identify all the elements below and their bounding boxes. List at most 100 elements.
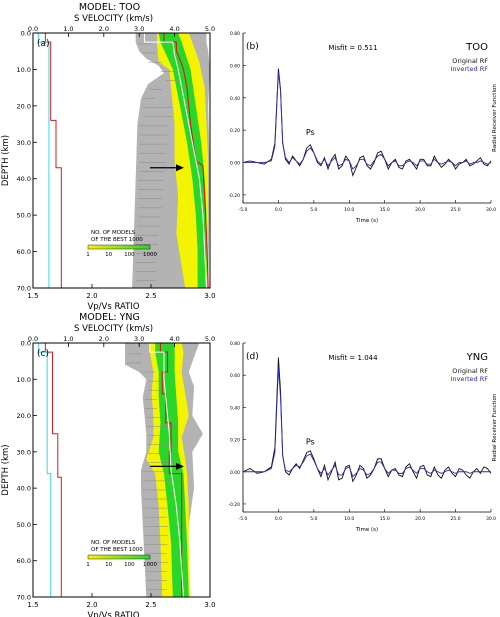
legend-tick-label: 1 xyxy=(86,562,90,568)
bottom-tick-label: 1.5 xyxy=(27,601,38,609)
rf-x-tick-label: 0.0 xyxy=(275,516,282,522)
inverted-rf-line xyxy=(243,367,491,478)
rf-x-tick-label: -5.0 xyxy=(239,207,248,213)
legend-tick-label: 10 xyxy=(105,252,112,258)
rf-y-tick-label: 0.00 xyxy=(230,161,240,167)
plot-frame xyxy=(32,342,211,598)
ps-phase-label: Ps xyxy=(306,128,315,137)
bottom-tick-label: 3.0 xyxy=(204,292,215,300)
top-tick-label: 5.0 xyxy=(205,335,215,343)
bottom-tick-label: 2.0 xyxy=(86,601,97,609)
y-tick-label: 60.0 xyxy=(17,248,31,256)
bottom-tick-label: 3.0 xyxy=(204,601,215,609)
rf-x-tick-label: 30.0 xyxy=(486,516,496,522)
legend-original-rf: Original RF xyxy=(452,367,488,375)
plot-frame xyxy=(32,32,211,289)
rf-y-tick-label: -0.20 xyxy=(228,193,240,199)
top-tick-label: 4.0 xyxy=(169,335,179,343)
rf-y-axis-label: Radial Receiver Function xyxy=(492,393,498,461)
model-title: MODEL: TOO xyxy=(79,2,140,13)
top-axis-label: S VELOCITY (km/s) xyxy=(74,14,153,24)
legend-title: NO. OF MODELS xyxy=(91,540,136,546)
rf-x-tick-label: 5.0 xyxy=(310,207,317,213)
rf-panel-d: -0.20 0.00 0.20 0.40 0.60 0.80 -5.0 0.0 5.0 10.0 1… xyxy=(228,341,498,533)
panel-letter: (b) xyxy=(246,42,259,52)
top-tick-label: 5.0 xyxy=(205,25,215,33)
rf-x-tick-label: 25.0 xyxy=(451,207,461,213)
rf-y-tick-label: 0.60 xyxy=(230,63,240,69)
rf-x-tick-label: 20.0 xyxy=(415,516,425,522)
rf-y-tick-label: 0.40 xyxy=(230,96,240,102)
best-vs-profile xyxy=(159,343,183,597)
legend-tick-label: 1 xyxy=(86,252,90,258)
bottom-tick-label: 2.0 xyxy=(86,292,97,300)
rf-x-tick-label: -5.0 xyxy=(239,516,248,522)
y-tick-label: 20.0 xyxy=(17,102,31,110)
bottom-tick-label: 2.5 xyxy=(145,601,156,609)
rf-x-tick-label: 20.0 xyxy=(415,207,425,213)
rf-y-tick-label: -0.20 xyxy=(228,502,240,508)
rf-y-tick-label: 0.20 xyxy=(230,438,240,444)
y-tick-label: 20.0 xyxy=(17,412,31,420)
legend-subtitle: OF THE BEST 1000 xyxy=(91,547,143,553)
top-tick-label: 4.0 xyxy=(169,25,179,33)
y-tick-label: 0.0 xyxy=(21,30,31,38)
top-axis-label: S VELOCITY (km/s) xyxy=(74,324,153,334)
rf-x-tick-label: 10.0 xyxy=(344,516,354,522)
station-name: TOO xyxy=(465,42,488,53)
y-axis-label: DEPTH (km) xyxy=(1,135,11,186)
y-tick-label: 30.0 xyxy=(17,139,31,147)
legend-colorbar xyxy=(87,554,151,560)
y-tick-label: 40.0 xyxy=(17,485,31,493)
y-tick-label: 10.0 xyxy=(17,66,31,74)
bottom-tick-label: 1.5 xyxy=(27,292,38,300)
best-vs-profile xyxy=(163,33,209,289)
legend-tick-label: 1000 xyxy=(143,252,157,258)
panel-letter: (d) xyxy=(246,352,259,362)
model-density-yellow xyxy=(156,33,209,288)
mean-vs-profile xyxy=(144,33,207,289)
y-tick-label: 30.0 xyxy=(17,448,31,456)
legend-title: NO. OF MODELS xyxy=(91,230,136,236)
legend-tick-label: 10 xyxy=(105,562,112,568)
y-tick-label: 60.0 xyxy=(17,557,31,565)
legend-tick-label: 1000 xyxy=(143,562,157,568)
rf-x-tick-label: 5.0 xyxy=(310,516,317,522)
y-tick-label: 50.0 xyxy=(17,521,31,529)
legend-inverted-rf: Inverted RF xyxy=(450,375,488,383)
rf-y-tick-label: 0.00 xyxy=(230,470,240,476)
station-name: YNG xyxy=(466,352,488,363)
rf-y-tick-label: 0.40 xyxy=(230,405,240,411)
y-tick-label: 70.0 xyxy=(17,594,31,602)
rf-x-tick-label: 15.0 xyxy=(380,516,390,522)
misfit-value: Misfit = 1.044 xyxy=(328,354,378,362)
moho-arrow-head xyxy=(176,164,184,172)
y-tick-label: 50.0 xyxy=(17,212,31,220)
rf-x-tick-label: 25.0 xyxy=(451,516,461,522)
panel-letter: (a) xyxy=(37,39,50,49)
y-tick-label: 10.0 xyxy=(17,376,31,384)
rf-y-tick-label: 0.80 xyxy=(230,31,240,37)
rf-x-tick-label: 30.0 xyxy=(486,207,496,213)
ps-phase-label: Ps xyxy=(306,437,315,446)
model-density-green xyxy=(158,33,207,288)
panel-letter: (c) xyxy=(37,349,49,359)
model-density-green xyxy=(155,343,189,597)
vpvs-reference-profile xyxy=(37,343,52,597)
top-tick-label: 1.0 xyxy=(63,25,73,33)
legend-original-rf: Original RF xyxy=(452,57,488,65)
vpvs-reference-profile xyxy=(37,33,50,288)
rf-x-tick-label: 10.0 xyxy=(344,207,354,213)
bottom-axis-label: Vp/Vs RATIO xyxy=(87,611,139,617)
rf-x-axis-label: Time (s) xyxy=(355,218,378,224)
rf-y-axis-label: Radial Receiver Function xyxy=(492,84,498,152)
moho-arrow-head xyxy=(176,462,184,470)
y-axis-label: DEPTH (km) xyxy=(1,444,11,495)
bottom-axis-label: Vp/Vs RATIO xyxy=(87,302,139,312)
misfit-value: Misfit = 0.511 xyxy=(328,44,377,52)
top-tick-label: 0.0 xyxy=(28,25,38,33)
inverted-rf-line xyxy=(243,71,492,170)
legend-tick-label: 100 xyxy=(124,252,135,258)
